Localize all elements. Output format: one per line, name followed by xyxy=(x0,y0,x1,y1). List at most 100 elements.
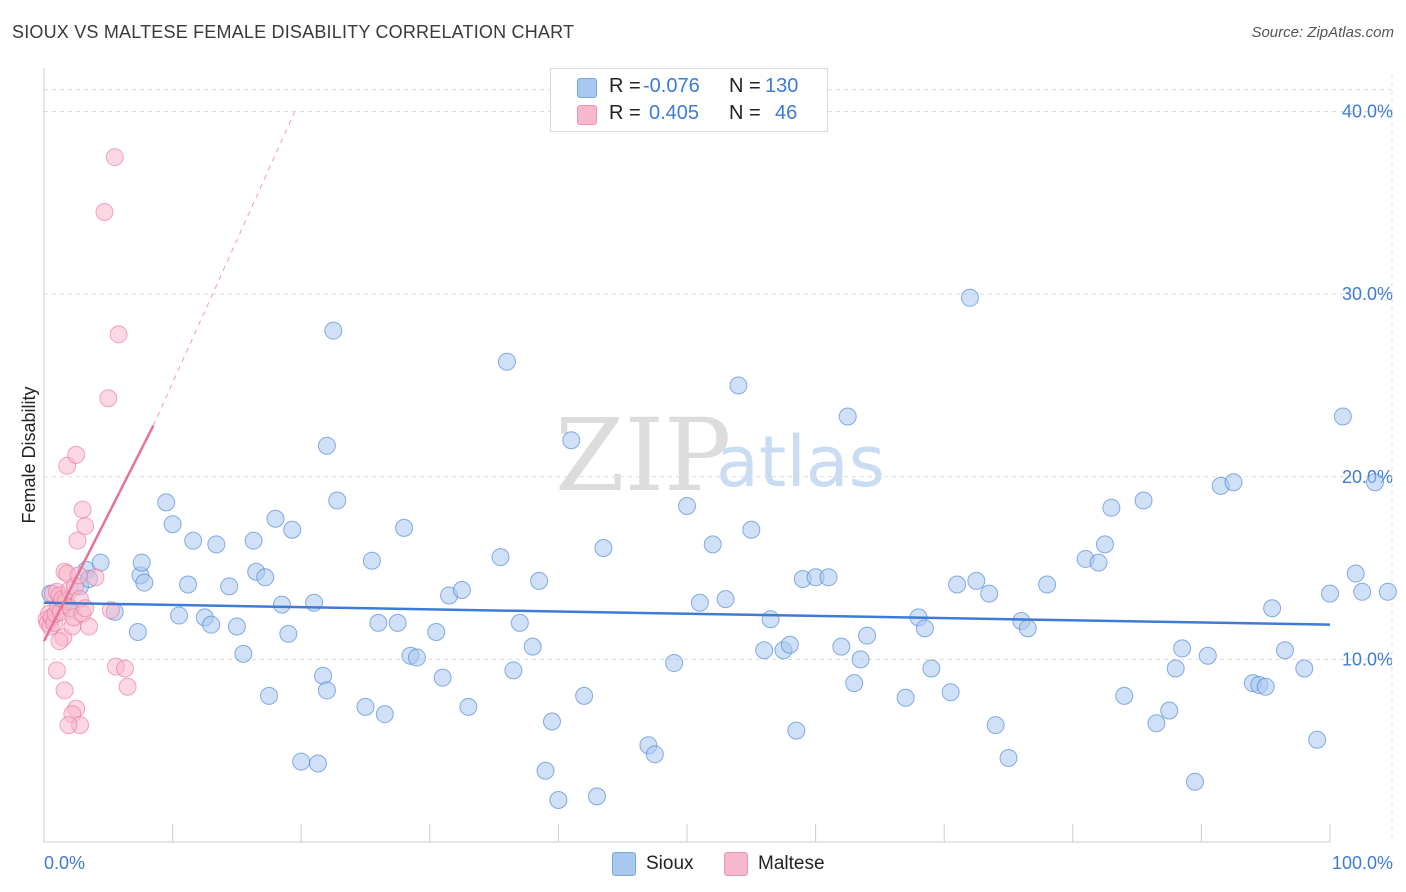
sioux-point xyxy=(1224,473,1243,492)
sioux-point xyxy=(324,321,343,340)
sioux-point xyxy=(787,721,806,740)
sioux-point xyxy=(665,654,684,673)
legend-row-sioux: R = -0.076 N = 130 xyxy=(551,75,827,101)
sioux-point xyxy=(838,407,857,426)
maltese-point xyxy=(76,517,95,536)
sioux-point xyxy=(170,606,189,625)
legend-r-label: R = xyxy=(609,102,641,124)
sioux-point xyxy=(510,613,529,632)
bottom-legend-sioux: Sioux xyxy=(612,852,694,876)
maltese-point xyxy=(55,681,74,700)
y-axis-label: Female Disability xyxy=(19,386,39,523)
legend-swatch-sioux xyxy=(577,78,597,98)
sioux-point xyxy=(587,787,606,806)
sioux-point xyxy=(678,496,696,515)
sioux-point xyxy=(157,493,176,512)
sioux-point xyxy=(1366,473,1385,492)
sioux-point xyxy=(845,674,864,693)
sioux-point xyxy=(497,352,516,371)
sioux-point xyxy=(858,626,877,645)
y-tick-label: 10.0% xyxy=(1342,649,1393,669)
stats-legend: R = -0.076 N = 130 R = 0.405 N = 46 xyxy=(550,68,828,132)
sioux-point xyxy=(832,637,851,656)
sioux-point xyxy=(542,712,561,731)
maltese-point xyxy=(105,148,124,167)
sioux-point xyxy=(1308,730,1327,749)
sioux-point xyxy=(1102,498,1121,517)
sioux-point xyxy=(967,571,986,590)
watermark-atlas: atlas xyxy=(716,421,885,503)
sioux-point xyxy=(362,551,381,570)
legend-r-value: 0.405 xyxy=(649,102,700,124)
sioux-point xyxy=(207,535,226,554)
sioux-point xyxy=(491,548,510,567)
bottom-legend-swatch-sioux xyxy=(612,852,636,876)
legend-r-label: R = xyxy=(609,75,641,97)
sioux-point xyxy=(317,681,336,700)
legend-n-label: N = xyxy=(729,102,761,124)
sioux-point xyxy=(851,650,870,669)
sioux-point xyxy=(132,553,151,572)
sioux-point xyxy=(427,622,446,641)
legend-r-value: -0.076 xyxy=(643,75,700,97)
sioux-point xyxy=(1353,582,1372,601)
sioux-point xyxy=(184,531,203,550)
maltese-point xyxy=(118,677,137,696)
sioux-point xyxy=(220,577,239,596)
legend-row-maltese: R = 0.405 N = 46 xyxy=(551,102,827,128)
sioux-point xyxy=(742,520,761,539)
y-tick-label: 40.0% xyxy=(1342,102,1393,122)
maltese-point xyxy=(50,632,69,651)
sioux-point xyxy=(1160,701,1179,720)
sioux-point xyxy=(128,622,147,641)
sioux-point xyxy=(703,535,722,554)
maltese-point xyxy=(109,325,128,344)
sioux-point xyxy=(1095,535,1114,554)
sioux-point xyxy=(819,568,838,587)
sioux-point xyxy=(915,619,934,638)
maltese-trend-extension xyxy=(152,111,296,426)
sioux-point xyxy=(504,661,523,680)
sioux-point xyxy=(407,648,426,667)
x-tick-label-min: 0.0% xyxy=(44,853,85,873)
bottom-legend-label: Maltese xyxy=(758,853,825,875)
sioux-point xyxy=(308,754,327,773)
sioux-point xyxy=(135,573,154,592)
bottom-legend-swatch-maltese xyxy=(724,852,748,876)
sioux-point xyxy=(575,686,594,705)
sioux-point xyxy=(1263,599,1282,618)
sioux-point xyxy=(256,568,275,587)
sioux-point xyxy=(999,748,1018,767)
maltese-point xyxy=(68,531,87,550)
sioux-point xyxy=(163,515,182,534)
sioux-point xyxy=(1275,641,1294,660)
watermark-zip: ZIP xyxy=(555,397,731,514)
sioux-point xyxy=(369,613,388,632)
sioux-point xyxy=(1018,619,1037,638)
sioux-point xyxy=(729,376,748,395)
sioux-point xyxy=(1346,564,1365,583)
maltese-point xyxy=(86,568,105,587)
sioux-point xyxy=(1038,575,1057,594)
maltese-point xyxy=(80,617,99,636)
sioux-point xyxy=(356,697,375,716)
legend-n-value: 130 xyxy=(765,75,799,97)
sioux-point xyxy=(549,790,568,809)
sioux-point xyxy=(986,716,1005,735)
sioux-point xyxy=(941,683,960,702)
sioux-point xyxy=(716,590,735,609)
source-label: Source: ZipAtlas.com xyxy=(1251,24,1394,41)
sioux-point xyxy=(948,575,967,594)
maltese-point xyxy=(59,716,78,735)
maltese-point xyxy=(116,659,135,678)
sioux-point xyxy=(202,615,221,634)
sioux-point xyxy=(1185,772,1204,791)
sioux-point xyxy=(1134,491,1153,510)
sioux-point xyxy=(690,593,709,612)
sioux-point xyxy=(980,584,999,603)
sioux-point xyxy=(266,509,285,528)
sioux-point xyxy=(279,624,298,643)
sioux-point xyxy=(536,761,555,780)
sioux-trend-line xyxy=(43,601,1331,626)
